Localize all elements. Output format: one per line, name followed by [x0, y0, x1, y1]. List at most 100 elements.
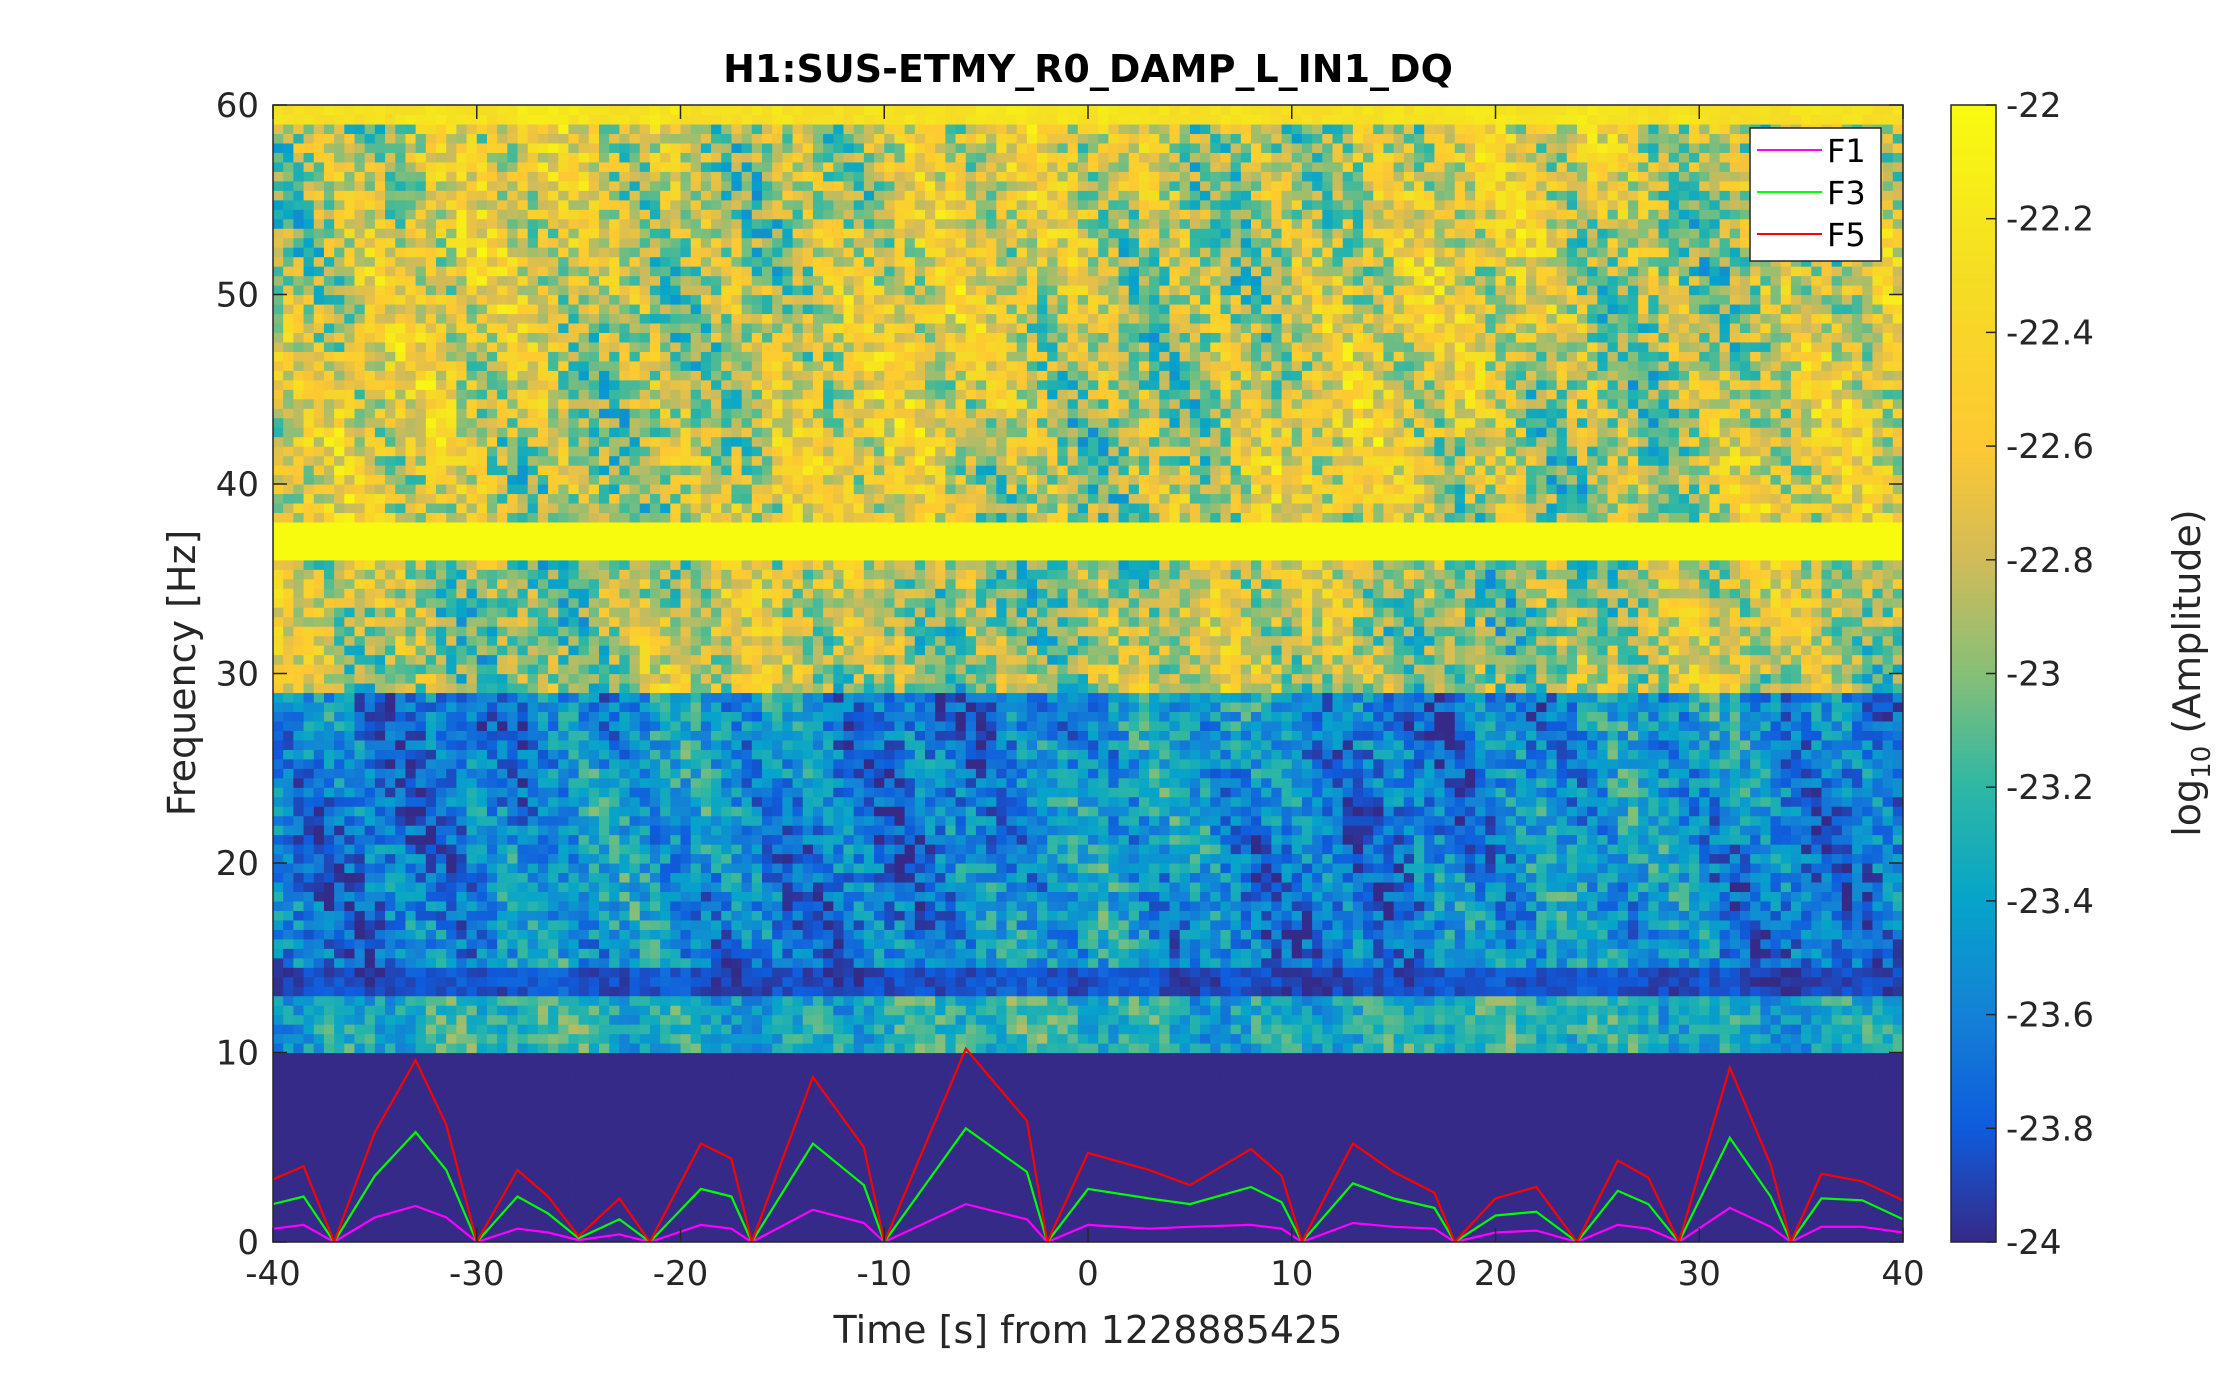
heatmap-cell [1037, 1118, 1048, 1129]
heatmap-cell [1648, 1223, 1660, 1234]
heatmap-cell [1638, 1109, 1649, 1120]
heatmap-cell [1475, 1090, 1486, 1101]
heatmap-cell [975, 967, 987, 978]
heatmap-cell [1770, 1118, 1782, 1129]
heatmap-cell [1251, 1052, 1262, 1063]
heatmap-cell [721, 1005, 733, 1016]
heatmap-cell [1088, 995, 1099, 1006]
heatmap-cell [1291, 1061, 1303, 1073]
heatmap-cell [1821, 1109, 1833, 1120]
heatmap-cell [1821, 1099, 1833, 1110]
heatmap-cell [1118, 1137, 1130, 1148]
heatmap-cell [863, 1052, 875, 1063]
heatmap-cell [853, 1043, 865, 1054]
heatmap-cell [904, 1014, 916, 1025]
heatmap-cell [1251, 995, 1262, 1006]
heatmap-cell [1831, 1024, 1843, 1035]
heatmap-cell [945, 1232, 957, 1242]
heatmap-cell [670, 1090, 682, 1101]
heatmap-cell [313, 1033, 325, 1044]
heatmap-cell [955, 1232, 967, 1242]
heatmap-cell [894, 1128, 906, 1139]
heatmap-cell [802, 1156, 814, 1167]
heatmap-cell [1138, 1052, 1150, 1063]
heatmap-cell [1862, 986, 1874, 997]
heatmap-cell [1210, 948, 1222, 959]
heatmap-cell [1169, 1080, 1181, 1091]
heatmap-cell [1566, 1204, 1578, 1215]
heatmap-cell [1016, 1166, 1028, 1177]
heatmap-cell [721, 1137, 733, 1148]
heatmap-cell [1627, 1109, 1639, 1120]
heatmap-cell [1617, 986, 1629, 997]
heatmap-cell [1546, 1156, 1558, 1167]
heatmap-cell [1077, 1024, 1089, 1035]
heatmap-cell [374, 1128, 386, 1139]
heatmap-cell [548, 1052, 559, 1063]
heatmap-cell [731, 1166, 743, 1177]
heatmap-cell [1016, 976, 1028, 987]
heatmap-cell [986, 1213, 997, 1224]
heatmap-cell [700, 1005, 712, 1016]
heatmap-cell [1536, 1090, 1548, 1101]
heatmap-cell [853, 1166, 865, 1177]
heatmap-cell [1892, 1052, 1903, 1063]
heatmap-cell [1210, 1052, 1222, 1063]
heatmap-cell [1016, 1232, 1028, 1242]
heatmap-cell [568, 986, 580, 997]
heatmap-cell [1026, 1223, 1038, 1234]
heatmap-cell [1801, 1223, 1812, 1234]
heatmap-cell [497, 1071, 508, 1082]
heatmap-cell [904, 1118, 916, 1129]
heatmap-cell [619, 976, 631, 987]
heatmap-cell [1811, 1024, 1823, 1035]
heatmap-cell [1342, 1166, 1354, 1177]
heatmap-cell [1852, 986, 1863, 997]
heatmap-cell [1729, 1185, 1741, 1196]
heatmap-cell [914, 1118, 926, 1129]
heatmap-cell [374, 1090, 386, 1101]
heatmap-cell [415, 1005, 427, 1016]
heatmap-cell [660, 1052, 671, 1063]
heatmap-cell [1617, 1080, 1629, 1091]
heatmap-cell [1128, 1109, 1140, 1120]
heatmap-cell [456, 1223, 468, 1234]
heatmap-cell [568, 938, 580, 949]
heatmap-cell [1729, 1204, 1741, 1215]
heatmap-cell [415, 1061, 427, 1073]
heatmap-cell [721, 1204, 733, 1215]
heatmap-cell [1301, 948, 1313, 959]
heatmap-cell [1444, 1175, 1456, 1186]
heatmap-cell [649, 1043, 661, 1054]
heatmap-cell [792, 976, 804, 987]
heatmap-cell [1709, 957, 1721, 968]
heatmap-cell [700, 967, 712, 978]
heatmap-cell [1261, 1128, 1272, 1139]
heatmap-cell [1047, 1024, 1059, 1035]
heatmap-cell [537, 1014, 549, 1025]
heatmap-cell [517, 948, 529, 959]
heatmap-cell [792, 1128, 804, 1139]
heatmap-cell [1638, 1061, 1649, 1073]
heatmap-cell [385, 1109, 396, 1120]
heatmap-cell [700, 1128, 712, 1139]
heatmap-cell [1271, 1137, 1283, 1148]
heatmap-cell [537, 1213, 549, 1224]
heatmap-cell [1108, 1137, 1120, 1148]
heatmap-cell [323, 1024, 335, 1035]
heatmap-cell [1363, 1080, 1374, 1091]
heatmap-cell [1821, 1080, 1833, 1091]
heatmap-cell [1393, 1033, 1405, 1044]
heatmap-cell [517, 1204, 529, 1215]
heatmap-cell [700, 1204, 712, 1215]
heatmap-cell [1414, 1156, 1425, 1167]
heatmap-cell [1342, 948, 1354, 959]
heatmap-cell [599, 1005, 610, 1016]
heatmap-cell [721, 967, 733, 978]
heatmap-cell [1617, 1052, 1629, 1063]
heatmap-cell [568, 1204, 580, 1215]
heatmap-cell [609, 1204, 620, 1215]
heatmap-cell [1006, 1071, 1018, 1082]
heatmap-cell [385, 1204, 396, 1215]
heatmap-cell [1831, 1109, 1843, 1120]
